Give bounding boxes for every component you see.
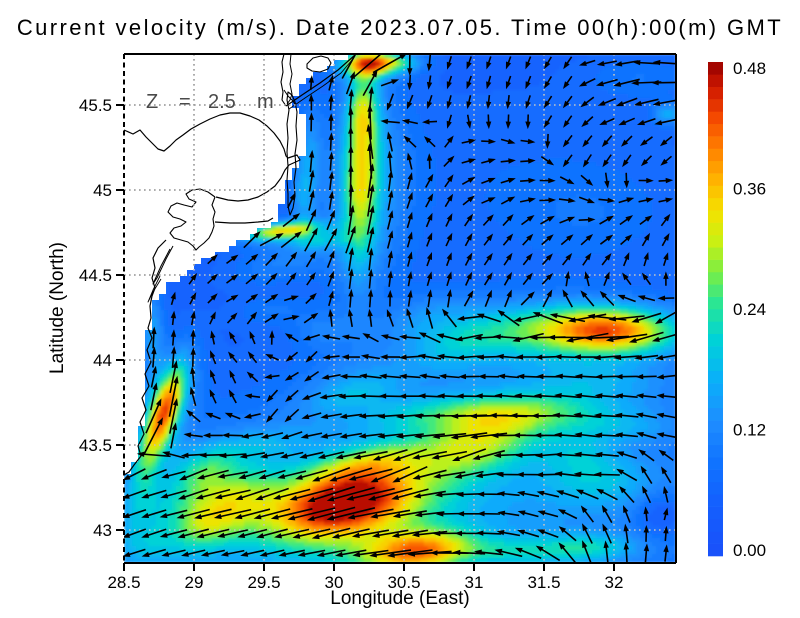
svg-text:30: 30 [325, 573, 344, 592]
svg-text:Current velocity (m/s). Date 2: Current velocity (m/s). Date 2023.07.05.… [17, 15, 783, 40]
svg-text:m: m [257, 91, 274, 113]
svg-text:29: 29 [185, 573, 204, 592]
svg-text:2.5: 2.5 [208, 91, 236, 113]
svg-text:44: 44 [93, 351, 112, 370]
svg-text:28.5: 28.5 [107, 573, 140, 592]
svg-text:0.24: 0.24 [733, 300, 766, 319]
svg-text:=: = [179, 91, 191, 113]
svg-text:32: 32 [605, 573, 624, 592]
svg-text:43: 43 [93, 521, 112, 540]
svg-text:Latitude (North): Latitude (North) [47, 242, 68, 374]
svg-text:45: 45 [93, 181, 112, 200]
svg-text:43.5: 43.5 [79, 436, 112, 455]
svg-text:0.48: 0.48 [733, 59, 766, 78]
svg-text:Longitude (East): Longitude (East) [330, 588, 469, 609]
svg-text:30.5: 30.5 [387, 573, 420, 592]
svg-text:31: 31 [465, 573, 484, 592]
svg-text:0.36: 0.36 [733, 180, 766, 199]
svg-text:Z: Z [146, 91, 158, 113]
svg-text:0.00: 0.00 [733, 541, 766, 560]
svg-text:29.5: 29.5 [247, 573, 280, 592]
svg-text:45.5: 45.5 [79, 96, 112, 115]
svg-text:31.5: 31.5 [527, 573, 560, 592]
svg-text:44.5: 44.5 [79, 266, 112, 285]
svg-text:0.12: 0.12 [733, 421, 766, 440]
